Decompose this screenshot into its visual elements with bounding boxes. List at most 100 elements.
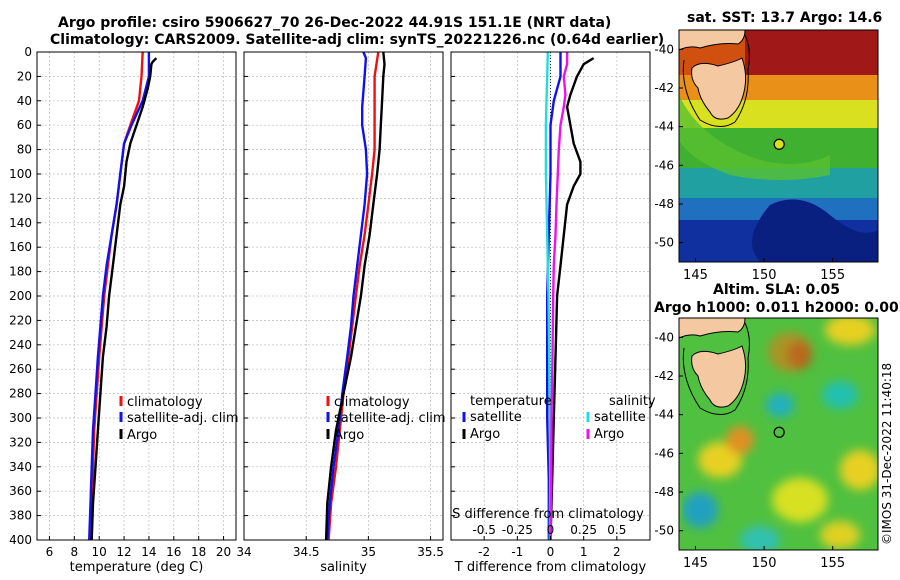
sla-blob xyxy=(698,442,742,478)
map-frame xyxy=(678,29,879,263)
sst-land-mainland xyxy=(679,30,746,51)
y-tick-label: 80 xyxy=(17,143,32,157)
y-tick-label: 220 xyxy=(9,313,32,327)
x-tick-label: 2 xyxy=(613,545,621,559)
map-y-tick-label: -50 xyxy=(654,236,674,250)
sst-land-tasmania xyxy=(691,57,747,120)
secondary-x-tick-label: 0 xyxy=(547,523,555,537)
x-tick-label: 35.5 xyxy=(417,545,444,559)
sla-land-tasmania xyxy=(691,345,747,408)
sla-map-subtitle: Argo h1000: 0.011 h2000: 0.0022 xyxy=(654,300,900,316)
secondary-x-tick-label: -0.5 xyxy=(472,523,495,537)
legend-label: satellite xyxy=(470,410,522,425)
sla-land-mainland xyxy=(679,318,746,339)
map-y-tick-label: -50 xyxy=(654,524,674,538)
series-line-climatology xyxy=(89,51,144,541)
x-tick-label: 6 xyxy=(46,545,54,559)
map-y-tick-label: -42 xyxy=(654,81,674,95)
secondary-x-tick-label: -0.25 xyxy=(502,523,533,537)
x-tick-label: 10 xyxy=(92,545,107,559)
x-tick-label: 20 xyxy=(216,545,231,559)
secondary-x-tick-label: 0.5 xyxy=(607,523,626,537)
x-axis-label: T difference from climatology xyxy=(454,560,647,575)
y-tick-label: 0 xyxy=(24,45,32,59)
salinity-panel: 34 34.5 35 35.5 salinity climatologysatellite… xyxy=(236,51,446,575)
sla-map-title: Altim. SLA: 0.05 xyxy=(713,282,841,298)
y-tick-label: 100 xyxy=(9,167,32,181)
map-y-tick-label: -48 xyxy=(654,197,674,211)
sst-band-northeast xyxy=(745,30,878,80)
legend-label: climatology xyxy=(127,395,203,410)
y-tick-label: 60 xyxy=(17,118,32,132)
sst-shelf-contour xyxy=(682,34,750,127)
y-tick-label: 380 xyxy=(9,509,32,523)
map-x-tick-label: 145 xyxy=(683,556,708,571)
y-tick-label: 360 xyxy=(9,484,32,498)
x-tick-label: 18 xyxy=(191,545,206,559)
sla-blob xyxy=(825,318,875,345)
map-y-tick-label: -42 xyxy=(654,369,674,383)
map-x-tick-label: 155 xyxy=(820,556,845,571)
x-tick-label: 14 xyxy=(141,545,156,559)
y-tick-label: 40 xyxy=(17,94,32,108)
map-y-tick-label: -46 xyxy=(654,446,674,460)
map-x-tick-label: 150 xyxy=(752,556,777,571)
y-tick-label: 260 xyxy=(9,362,32,376)
x-tick-label: 35 xyxy=(361,545,376,559)
legend-label: satellite xyxy=(594,410,646,425)
x-tick-label: 34.5 xyxy=(293,545,320,559)
y-tick-label: 240 xyxy=(9,338,32,352)
x-tick-label: 1 xyxy=(580,545,588,559)
x-tick-label: -1 xyxy=(511,545,523,559)
y-tick-label: 340 xyxy=(9,460,32,474)
map-x-tick-label: 150 xyxy=(752,268,777,283)
x-tick-label: 12 xyxy=(116,545,131,559)
map-y-tick-label: -44 xyxy=(654,120,674,134)
sla-blob xyxy=(726,426,754,454)
sla-map xyxy=(679,318,878,550)
secondary-x-axis-label: S difference from climatology xyxy=(452,507,644,522)
series-line-argo xyxy=(90,57,158,541)
sla-blob xyxy=(682,492,718,528)
figure-title-line2: Climatology: CARS2009. Satellite-adj cli… xyxy=(50,32,665,48)
sla-shelf-contour xyxy=(682,322,750,415)
y-tick-label: 200 xyxy=(9,289,32,303)
sla-blob xyxy=(820,521,860,549)
y-tick-label: 160 xyxy=(9,240,32,254)
sst-map-axes: -40 -42 -44 -46 -48 -50 145 150 155 xyxy=(654,29,879,283)
series-line-satellite-adj-clim xyxy=(88,52,151,541)
series-line-satellite-adj-clim xyxy=(326,51,369,541)
series-line-climatology xyxy=(327,51,380,541)
sla-blob xyxy=(768,332,812,372)
map-frame xyxy=(678,317,879,551)
secondary-x-tick-label: 0.25 xyxy=(570,523,597,537)
x-tick-label: -2 xyxy=(478,545,490,559)
y-tick-label: 20 xyxy=(17,69,32,83)
sla-blob xyxy=(772,478,828,522)
sla-blob xyxy=(740,526,780,550)
map-y-tick-label: -46 xyxy=(654,158,674,172)
legend-label: Argo xyxy=(594,427,624,442)
x-tick-label: 0 xyxy=(547,545,555,559)
map-x-tick-label: 155 xyxy=(820,268,845,283)
y-tick-label: 320 xyxy=(9,435,32,449)
legend-label: satellite-adj. clim xyxy=(127,411,239,426)
x-tick-label: 8 xyxy=(70,545,78,559)
series-line-argo xyxy=(324,51,386,541)
temperature-panel: 6 8 10 12 14 16 18 2002040608010012014016018020… xyxy=(9,45,239,575)
y-tick-label: 180 xyxy=(9,265,32,279)
y-tick-label: 140 xyxy=(9,216,32,230)
legend-title-salinity: salinity xyxy=(609,394,656,409)
sla-argo-marker xyxy=(773,426,785,438)
x-tick-label: 16 xyxy=(166,545,181,559)
sst-cold-eddy xyxy=(752,199,878,262)
sla-map-axes: -40 -42 -44 -46 -48 -50 145 150 155 xyxy=(654,317,879,571)
sst-map-title: sat. SST: 13.7 Argo: 14.6 xyxy=(687,10,883,26)
legend-label: satellite-adj. clim xyxy=(334,411,446,426)
sla-blob xyxy=(840,450,878,490)
y-tick-label: 120 xyxy=(9,191,32,205)
y-tick-label: 280 xyxy=(9,387,32,401)
sla-blob xyxy=(766,393,794,417)
sst-argo-marker xyxy=(773,138,785,150)
